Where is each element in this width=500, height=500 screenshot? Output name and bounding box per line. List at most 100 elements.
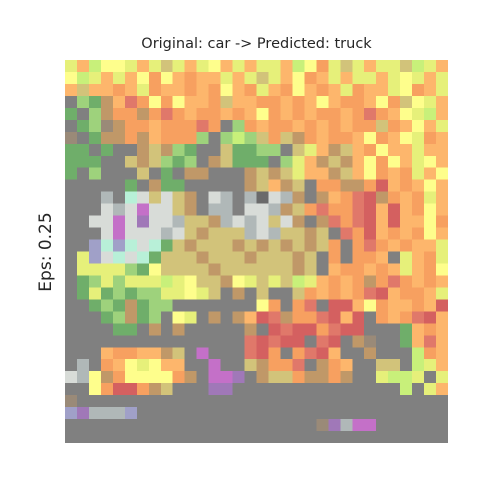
image-pixel xyxy=(112,203,126,216)
image-pixel xyxy=(65,95,78,109)
image-pixel xyxy=(112,251,126,264)
image-pixel xyxy=(65,251,78,264)
image-pixel xyxy=(352,60,365,73)
image-pixel xyxy=(208,419,221,432)
image-pixel xyxy=(208,83,221,97)
image-pixel xyxy=(160,371,173,384)
image-pixel xyxy=(364,83,377,97)
image-pixel xyxy=(220,227,233,240)
image-pixel xyxy=(292,335,305,348)
image-pixel xyxy=(364,395,377,408)
image-pixel xyxy=(88,431,102,443)
image-pixel xyxy=(424,215,437,228)
image-pixel xyxy=(124,131,138,145)
image-pixel xyxy=(100,359,114,372)
image-pixel xyxy=(232,359,245,372)
image-pixel xyxy=(304,155,317,168)
image-pixel xyxy=(148,191,161,204)
image-pixel xyxy=(376,287,389,300)
image-pixel xyxy=(112,371,126,384)
image-pixel xyxy=(376,60,389,73)
image-pixel xyxy=(88,371,102,384)
image-pixel xyxy=(148,131,161,145)
image-pixel xyxy=(65,83,78,97)
image-pixel xyxy=(352,179,365,192)
image-pixel xyxy=(244,299,257,312)
image-pixel xyxy=(328,335,341,348)
image-pixel xyxy=(244,371,257,384)
image-pixel xyxy=(328,131,341,145)
image-pixel xyxy=(280,71,293,85)
image-pixel xyxy=(388,347,401,360)
image-pixel xyxy=(436,143,448,156)
image-pixel xyxy=(244,107,257,121)
image-pixel xyxy=(436,347,448,360)
image-pixel xyxy=(232,60,245,73)
image-pixel xyxy=(232,287,245,300)
image-pixel xyxy=(340,95,353,109)
image-pixel xyxy=(376,215,389,228)
image-pixel xyxy=(65,119,78,133)
image-pixel xyxy=(196,71,209,85)
image-pixel xyxy=(340,383,353,396)
image-pixel xyxy=(268,371,281,384)
image-pixel xyxy=(412,371,425,384)
image-pixel xyxy=(196,407,209,420)
image-pixel xyxy=(256,155,269,168)
image-pixel xyxy=(424,419,437,432)
image-pixel xyxy=(136,60,150,73)
image-pixel xyxy=(256,275,269,288)
image-pixel xyxy=(412,83,425,97)
image-pixel xyxy=(376,299,389,312)
image-pixel xyxy=(196,263,209,276)
image-pixel xyxy=(304,71,317,85)
image-pixel xyxy=(208,275,221,288)
image-pixel xyxy=(280,275,293,288)
image-pixel xyxy=(136,299,150,312)
image-pixel xyxy=(172,419,185,432)
image-pixel xyxy=(160,107,173,121)
image-pixel xyxy=(316,263,329,276)
image-pixel xyxy=(148,71,161,85)
image-pixel xyxy=(388,395,401,408)
image-pixel xyxy=(328,383,341,396)
image-pixel xyxy=(65,395,78,408)
image-pixel xyxy=(76,311,90,324)
image-pixel xyxy=(124,60,138,73)
image-pixel xyxy=(304,335,317,348)
image-pixel xyxy=(220,323,233,336)
image-pixel xyxy=(112,191,126,204)
image-pixel xyxy=(400,299,413,312)
image-pixel xyxy=(100,119,114,133)
image-pixel xyxy=(268,119,281,133)
image-pixel xyxy=(100,167,114,180)
image-pixel xyxy=(292,215,305,228)
image-pixel xyxy=(172,311,185,324)
image-pixel xyxy=(340,239,353,252)
image-pixel xyxy=(220,419,233,432)
image-pixel xyxy=(424,407,437,420)
image-pixel xyxy=(220,60,233,73)
image-pixel xyxy=(268,60,281,73)
image-pixel xyxy=(208,167,221,180)
image-pixel xyxy=(244,60,257,73)
image-pixel xyxy=(148,179,161,192)
image-pixel xyxy=(124,179,138,192)
image-pixel xyxy=(208,155,221,168)
image-pixel xyxy=(364,251,377,264)
image-pixel xyxy=(400,287,413,300)
image-pixel xyxy=(412,131,425,145)
image-pixel xyxy=(65,371,78,384)
image-pixel xyxy=(208,371,221,384)
image-pixel xyxy=(148,335,161,348)
image-pixel xyxy=(100,227,114,240)
image-pixel xyxy=(136,215,150,228)
image-pixel xyxy=(328,119,341,133)
image-pixel xyxy=(172,347,185,360)
image-pixel xyxy=(292,119,305,133)
image-pixel xyxy=(196,215,209,228)
image-pixel xyxy=(436,395,448,408)
image-pixel xyxy=(364,263,377,276)
image-pixel xyxy=(292,419,305,432)
image-pixel xyxy=(388,407,401,420)
